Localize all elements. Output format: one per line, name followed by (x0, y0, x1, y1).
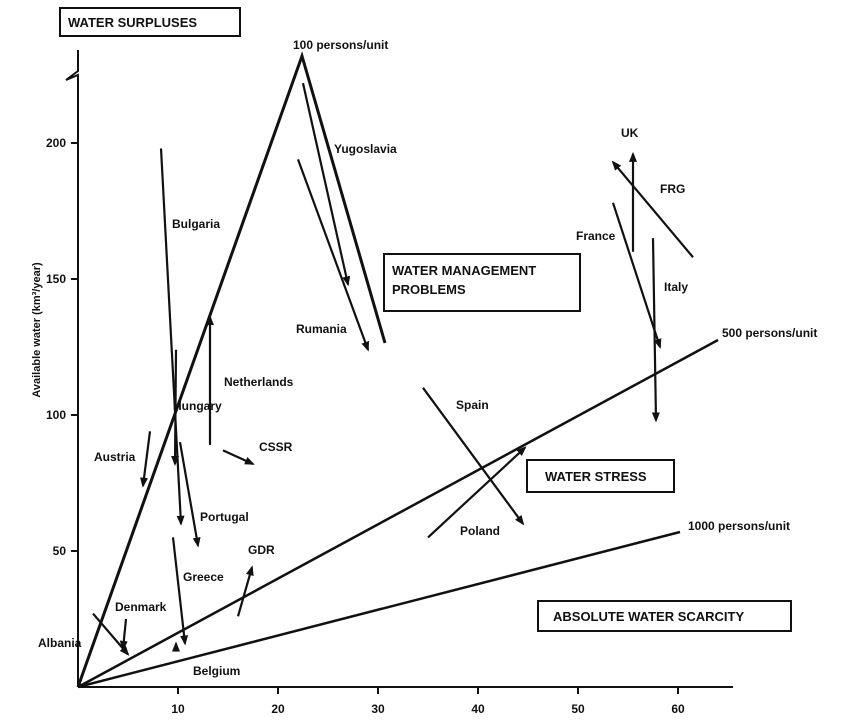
country-label-belgium: Belgium (193, 664, 240, 678)
reference-line-100 (76, 51, 387, 688)
arrow-rumania (296, 158, 370, 352)
reference-lines: 100 persons/unit 500 persons/unit 1000 p… (76, 38, 817, 689)
reference-line-1000 (77, 530, 681, 689)
country-label-bulgaria: Bulgaria (172, 217, 220, 231)
country-label-austria: Austria (94, 450, 136, 464)
axes (65, 50, 733, 688)
zone-box-water-surpluses (59, 7, 241, 37)
y-axis-break (65, 50, 79, 88)
y-axis-label: Available water (km³/year) (31, 262, 43, 398)
country-arrows (92, 82, 694, 656)
country-label-poland: Poland (460, 524, 500, 538)
country-label-albania: Albania (38, 636, 82, 650)
x-tick-label: 40 (471, 702, 485, 716)
country-label-rumania: Rumania (296, 322, 347, 336)
arrow-greece (171, 537, 189, 646)
country-label-cssr: CSSR (259, 440, 293, 454)
arrow-austria (140, 431, 152, 488)
country-label-portugal: Portugal (200, 510, 249, 524)
x-tick-label: 10 (171, 702, 185, 716)
y-tick-label: 100 (46, 408, 66, 422)
zone-label-water-stress: WATER STRESS (545, 469, 647, 484)
zone-box-water-stress (526, 459, 675, 493)
x-tick-label: 50 (571, 702, 585, 716)
arrow-france (611, 202, 662, 349)
x-tick-label: 30 (371, 702, 385, 716)
country-labels: Albania Denmark Austria Belgium Greece B… (38, 126, 688, 678)
axis-ticks: 10 20 30 40 50 60 50 100 150 200 (46, 136, 685, 716)
arrow-italy (651, 238, 660, 423)
arrow-gdr (236, 565, 254, 617)
reference-line-label-1000: 1000 persons/unit (688, 519, 790, 533)
zone-label-absolute-water-scarcity: ABSOLUTE WATER SCARCITY (553, 609, 744, 624)
country-label-spain: Spain (456, 398, 489, 412)
zone-label-water-management-line2: PROBLEMS (392, 282, 466, 297)
country-label-gdr: GDR (248, 543, 275, 557)
country-label-italy: Italy (664, 280, 688, 294)
x-tick-label: 60 (671, 702, 685, 716)
arrow-portugal (178, 442, 201, 548)
zone-box-absolute-water-scarcity (537, 600, 792, 632)
arrow-bulgaria (159, 148, 185, 526)
zone-label-water-management-line1: WATER MANAGEMENT (392, 263, 536, 278)
arrow-hungary (171, 349, 180, 466)
arrow-cssr (222, 449, 255, 465)
country-label-uk: UK (621, 126, 639, 140)
y-tick-label: 150 (46, 272, 66, 286)
arrow-yugoslavia (301, 82, 351, 287)
reference-line-label-500: 500 persons/unit (722, 326, 817, 340)
zone-box-water-management (383, 253, 581, 312)
x-tick-label: 20 (271, 702, 285, 716)
zones: WATER SURPLUSES WATER MANAGEMENT PROBLEM… (59, 7, 792, 632)
arrow-denmark (119, 618, 128, 651)
country-label-frg: FRG (660, 182, 685, 196)
y-tick-label: 200 (46, 136, 66, 150)
arrow-frg (611, 160, 694, 258)
arrow-poland (427, 446, 527, 539)
reference-line-label-100: 100 persons/unit (293, 38, 388, 52)
reference-line-500 (77, 338, 719, 689)
country-label-france: France (576, 229, 616, 243)
zone-label-water-surpluses: WATER SURPLUSES (68, 15, 197, 30)
country-label-hungary: Hungary (173, 399, 222, 413)
arrow-spain (422, 387, 525, 526)
country-label-netherlands: Netherlands (224, 375, 294, 389)
country-label-greece: Greece (183, 570, 224, 584)
y-tick-label: 50 (53, 544, 67, 558)
country-label-yugoslavia: Yugoslavia (334, 142, 397, 156)
country-label-denmark: Denmark (115, 600, 167, 614)
